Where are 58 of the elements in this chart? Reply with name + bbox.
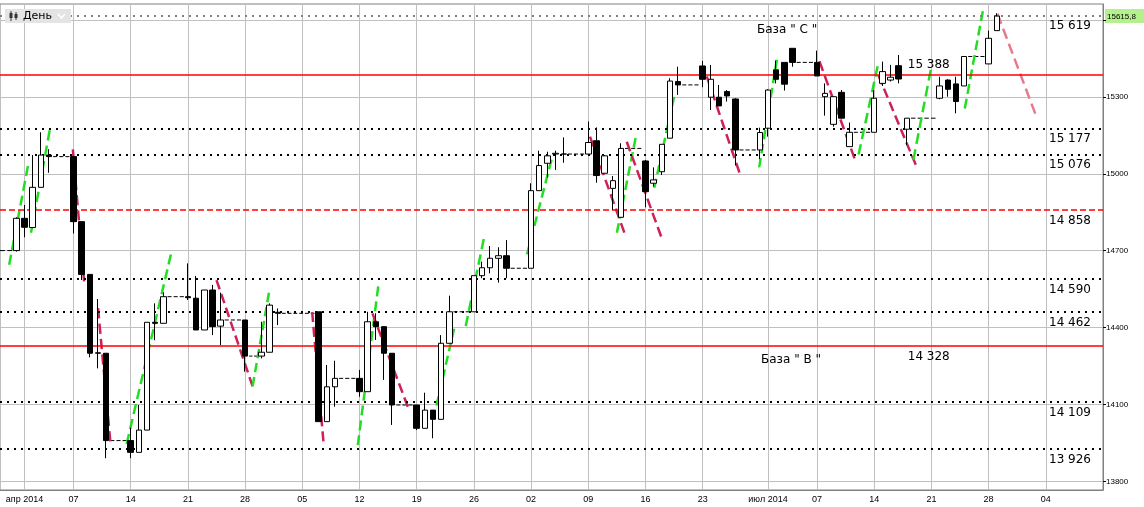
x-tick-label: 12 — [354, 493, 365, 504]
candlestick — [487, 245, 493, 274]
candlestick — [438, 334, 444, 420]
x-tick-label: 05 — [297, 493, 308, 504]
ref-line-label: 14 328 — [907, 348, 950, 363]
x-tick-label: 23 — [697, 493, 708, 504]
ref-line-label: 14 462 — [1049, 314, 1091, 329]
candlestick — [422, 392, 428, 429]
x-tick-label: 21 — [182, 493, 193, 504]
x-tick-label: 07 — [68, 493, 79, 504]
y-tick-label: 14700 — [1106, 246, 1129, 256]
candlestick — [953, 76, 959, 114]
candlestick — [994, 12, 1000, 32]
ref-line-label: 13 926 — [1049, 451, 1091, 466]
x-tick-label: 14 — [869, 493, 880, 504]
x-tick-label: 04 — [1040, 493, 1051, 504]
candlestick — [479, 261, 485, 279]
x-tick-label: 28 — [240, 493, 251, 504]
candlestick — [822, 82, 828, 117]
candlestick — [373, 312, 379, 341]
annotation: 15615,8 — [1107, 11, 1137, 21]
ref-line-label: 15 388 — [907, 57, 950, 72]
y-tick-label: 14100 — [1106, 399, 1129, 409]
ref-line-label: 14 109 — [1049, 404, 1091, 419]
x-tick-label: 21 — [926, 493, 937, 504]
candlestick — [724, 89, 730, 103]
candlestick — [708, 64, 714, 111]
candlestick — [716, 84, 722, 107]
candlestick — [699, 60, 706, 88]
annotation: База " В " — [761, 352, 822, 366]
candlestick — [381, 326, 387, 381]
ref-line-label: 14 858 — [1049, 213, 1091, 228]
x-tick-label: 16 — [640, 493, 651, 504]
x-tick-label: 09 — [583, 493, 594, 504]
y-tick-label: 15000 — [1106, 169, 1129, 179]
y-tick-label: 13800 — [1106, 476, 1129, 486]
ref-line-label: 14 590 — [1049, 281, 1091, 296]
ref-line-label: 15 619 — [1049, 18, 1091, 33]
candlestick — [144, 321, 150, 431]
y-tick-label: 14400 — [1106, 322, 1129, 332]
x-tick-label: 14 — [125, 493, 136, 504]
candlestick — [936, 76, 943, 100]
x-tick-label: апр 2014 — [5, 493, 44, 504]
candlestick — [773, 60, 779, 84]
candlestick — [610, 175, 616, 211]
candlestick — [430, 409, 436, 439]
ref-line-label: 15 076 — [1049, 157, 1091, 172]
x-tick-label: 02 — [526, 493, 537, 504]
x-tick-label: 19 — [411, 493, 422, 504]
chart-title: День — [23, 9, 53, 23]
x-tick-label: 28 — [983, 493, 994, 504]
annotation: База " С " — [757, 22, 818, 36]
candlestick — [945, 78, 951, 98]
x-tick-label: 26 — [468, 493, 479, 504]
x-tick-label: 07 — [812, 493, 823, 504]
ref-line-label: 15 177 — [1049, 131, 1091, 146]
y-tick-label: 15300 — [1106, 92, 1129, 102]
x-tick-label: июл 2014 — [748, 493, 788, 504]
